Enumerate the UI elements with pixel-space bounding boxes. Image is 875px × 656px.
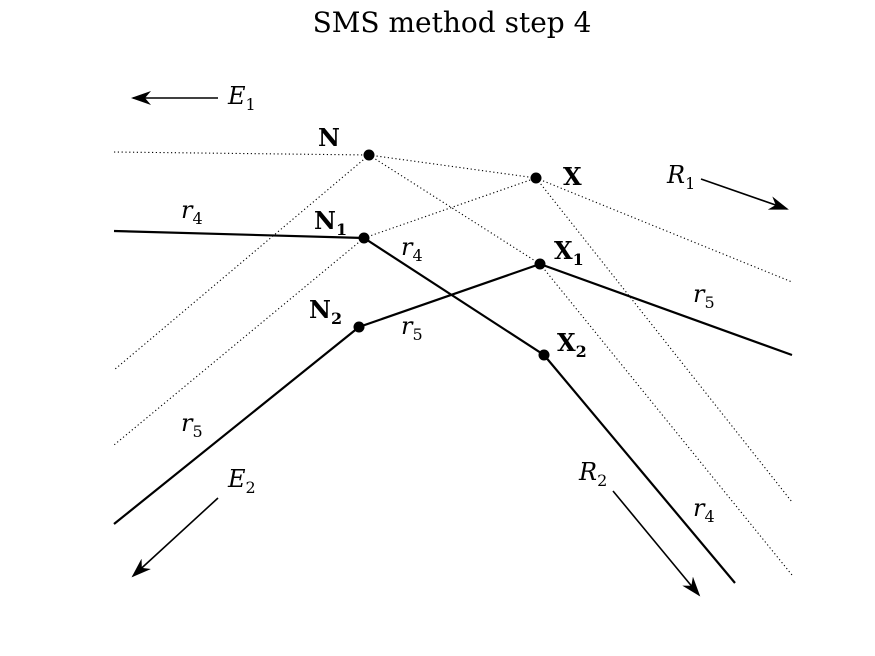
dotted-ray-n-x xyxy=(368,154,537,179)
r1-arrow xyxy=(700,178,789,210)
label-n1: N1 xyxy=(314,206,347,239)
dotted-ray-n1-x xyxy=(363,177,537,239)
dotted-ray-n-in-e2 xyxy=(113,154,370,371)
dotted-ray-to-n xyxy=(113,151,370,156)
r2-arrow xyxy=(612,490,701,597)
e2-arrow xyxy=(131,497,219,578)
dotted-ray-x-out-r1 xyxy=(535,177,793,283)
label-n2: N2 xyxy=(309,295,342,328)
label-n: N xyxy=(318,123,340,152)
label-r5-right: r5 xyxy=(693,280,715,312)
point-x1 xyxy=(534,258,546,270)
point-n2 xyxy=(353,321,365,333)
dotted-ray-n-x1 xyxy=(368,154,541,265)
label-r5-left: r5 xyxy=(181,409,203,441)
point-n xyxy=(363,149,375,161)
label-e2: E2 xyxy=(227,465,256,497)
label-e1: E1 xyxy=(227,82,256,114)
label-x2: X2 xyxy=(557,328,587,361)
label-r5-middle: r5 xyxy=(401,312,423,344)
points xyxy=(353,149,550,361)
label-r4-left: r4 xyxy=(181,196,203,228)
ray-r5-path xyxy=(113,262,793,525)
dotted-rays xyxy=(113,151,793,576)
point-x2 xyxy=(538,349,550,361)
point-n1 xyxy=(358,232,370,244)
diagram-title: SMS method step 4 xyxy=(313,6,592,39)
point-x xyxy=(530,172,542,184)
wavefront-arrows xyxy=(131,91,789,597)
label-r1: R1 xyxy=(666,161,695,193)
label-x: X xyxy=(563,162,582,191)
ray-r4-path xyxy=(113,229,736,584)
dotted-ray-x-out-r2 xyxy=(535,177,793,503)
solid-rays xyxy=(113,229,793,584)
label-x1: X1 xyxy=(554,236,584,269)
label-r4-middle: r4 xyxy=(401,233,423,265)
label-r2: R2 xyxy=(578,458,607,490)
dotted-ray-n1-in-e2 xyxy=(113,237,365,446)
label-r4-right: r4 xyxy=(693,494,715,526)
